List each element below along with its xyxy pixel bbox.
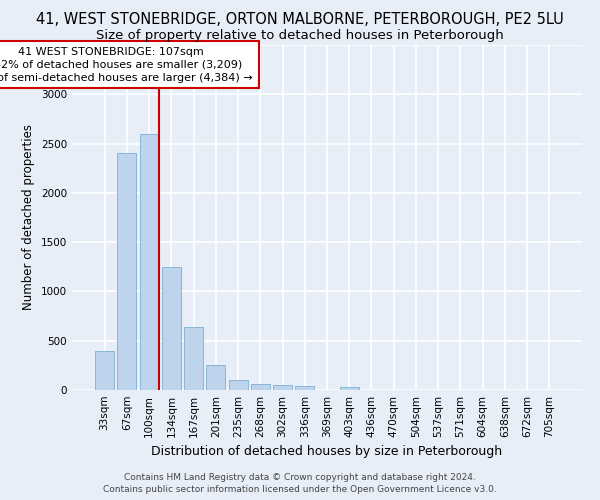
Bar <box>118 154 136 390</box>
Text: Size of property relative to detached houses in Peterborough: Size of property relative to detached ho… <box>96 29 504 42</box>
Y-axis label: Number of detached properties: Number of detached properties <box>22 124 35 310</box>
Bar <box>140 134 158 390</box>
Bar <box>273 384 292 390</box>
Bar <box>251 384 270 390</box>
Bar <box>95 350 114 390</box>
Bar <box>162 267 181 390</box>
Text: 41 WEST STONEBRIDGE: 107sqm
← 42% of detached houses are smaller (3,209)
57% of : 41 WEST STONEBRIDGE: 107sqm ← 42% of det… <box>0 46 253 83</box>
Bar <box>295 386 314 390</box>
X-axis label: Distribution of detached houses by size in Peterborough: Distribution of detached houses by size … <box>151 446 503 458</box>
Bar <box>340 387 359 390</box>
Bar <box>184 327 203 390</box>
Text: Contains HM Land Registry data © Crown copyright and database right 2024.
Contai: Contains HM Land Registry data © Crown c… <box>103 472 497 494</box>
Bar <box>229 380 248 390</box>
Text: 41, WEST STONEBRIDGE, ORTON MALBORNE, PETERBOROUGH, PE2 5LU: 41, WEST STONEBRIDGE, ORTON MALBORNE, PE… <box>36 12 564 28</box>
Bar <box>206 366 225 390</box>
